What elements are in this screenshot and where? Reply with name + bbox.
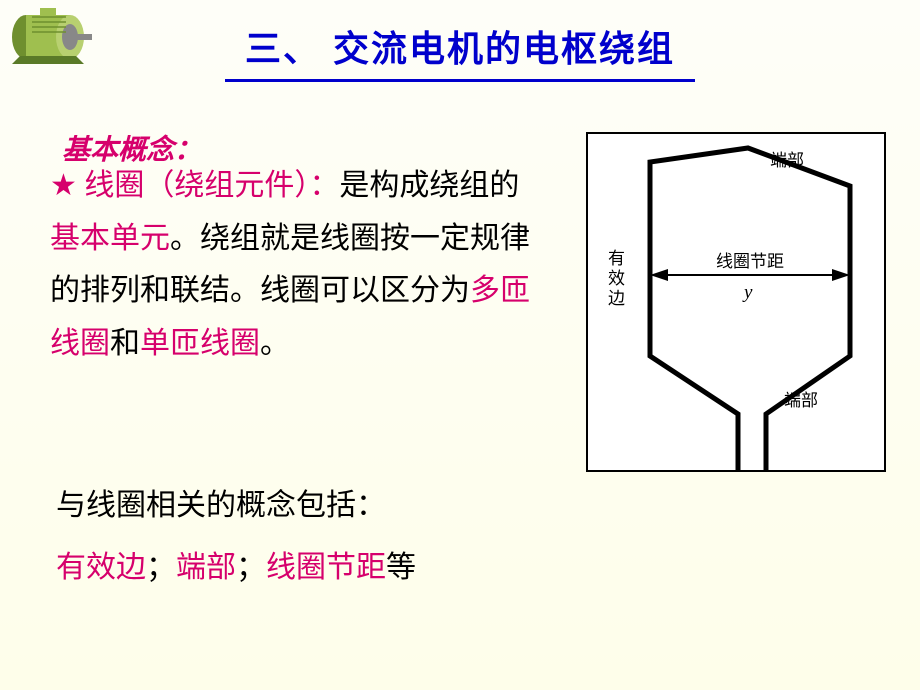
body-paragraph: ★ 线圈（绕组元件）：是构成绕组的基本单元。绕组就是线圈按一定规律的排列和联结。… bbox=[50, 160, 530, 370]
sep2: ； bbox=[236, 551, 266, 584]
body-t1b: 是构成绕组的 bbox=[339, 169, 519, 202]
term-end: 端部 bbox=[176, 551, 236, 584]
coil-diagram: 端部 有 效 边 线圈节距 y 端部 bbox=[586, 132, 886, 472]
diagram-y-label: y bbox=[742, 282, 753, 303]
related-concepts-intro: 与线圈相关的概念包括： bbox=[56, 480, 386, 524]
diagram-left-1: 有 bbox=[608, 249, 625, 268]
diagram-left-2: 效 bbox=[608, 269, 625, 288]
slide-title: 三、 交流电机的电枢绕组 bbox=[0, 20, 920, 72]
body-t1h: 。 bbox=[260, 327, 290, 360]
sep1: ； bbox=[146, 551, 176, 584]
terms-tail: 等 bbox=[386, 551, 416, 584]
term-pitch: 线圈节距 bbox=[266, 551, 386, 584]
star-bullet: ★ bbox=[50, 169, 77, 202]
diagram-top-label: 端部 bbox=[770, 151, 804, 170]
diagram-bottom-label: 端部 bbox=[784, 391, 818, 410]
term-effective-side: 有效边 bbox=[56, 551, 146, 584]
diagram-pitch-label: 线圈节距 bbox=[716, 252, 784, 271]
terms-line: 有效边；端部；线圈节距等 bbox=[56, 542, 416, 586]
diagram-left-3: 边 bbox=[608, 289, 625, 308]
coil-term: 线圈（绕组元件）： bbox=[77, 169, 340, 202]
basic-unit-term: 基本单元 bbox=[50, 222, 170, 255]
body-t1f: 和 bbox=[110, 327, 140, 360]
single-turn-term: 单匝线圈 bbox=[140, 327, 260, 360]
